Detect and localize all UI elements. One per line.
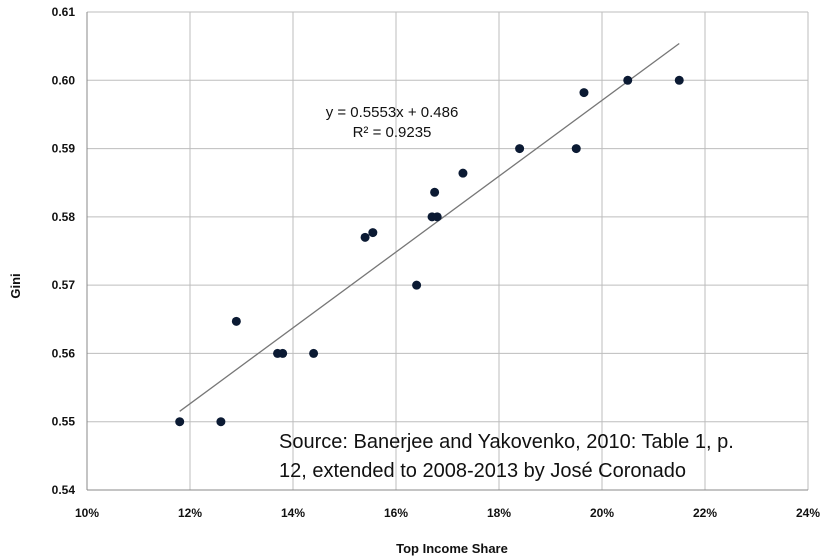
x-tick-label: 16% xyxy=(384,506,408,520)
y-tick-label: 0.58 xyxy=(52,210,76,224)
y-tick-label: 0.57 xyxy=(52,278,76,292)
axes xyxy=(86,12,808,491)
y-tick-label: 0.61 xyxy=(52,5,76,19)
grid-lines xyxy=(86,11,809,491)
scatter-point xyxy=(623,75,633,85)
x-tick-label: 14% xyxy=(281,506,305,520)
scatter-point xyxy=(579,88,589,98)
scatter-point xyxy=(571,144,581,154)
x-axis-title: Top Income Share xyxy=(396,541,508,556)
scatter-point xyxy=(368,228,378,238)
y-tick-label: 0.54 xyxy=(52,483,76,497)
scatter-point xyxy=(674,75,684,85)
scatter-point xyxy=(231,316,241,326)
source-note-line-1: Source: Banerjee and Yakovenko, 2010: Ta… xyxy=(279,431,734,453)
scatter-point xyxy=(432,212,442,222)
trendline-group xyxy=(179,42,680,412)
trendline-equation: y = 0.5553x + 0.486 xyxy=(326,104,459,121)
r-squared-label: R² = 0.9235 xyxy=(353,124,432,141)
x-tick-label: 20% xyxy=(590,506,614,520)
x-tick-label: 10% xyxy=(75,506,99,520)
scatter-point xyxy=(430,187,440,197)
scatter-point xyxy=(278,348,288,358)
linear-trendline xyxy=(179,42,680,412)
x-tick-label: 12% xyxy=(178,506,202,520)
y-tick-label: 0.55 xyxy=(52,415,76,429)
scatter-point xyxy=(309,348,319,358)
x-tick-label: 18% xyxy=(487,506,511,520)
x-tick-label: 22% xyxy=(693,506,717,520)
scatter-point xyxy=(175,417,185,427)
scatter-point xyxy=(216,417,226,427)
y-axis-title: Gini xyxy=(8,273,23,298)
source-note-line-2: 12, extended to 2008-2013 by José Corona… xyxy=(279,460,686,482)
scatter-point xyxy=(515,144,525,154)
y-tick-label: 0.56 xyxy=(52,346,76,360)
scatter-point xyxy=(360,232,370,242)
y-tick-label: 0.59 xyxy=(52,142,76,156)
tick-labels: 10% 12% 14% 16% 18% 20% 22% 24% 0.54 0.55 0.56 0.57… xyxy=(52,5,821,520)
y-tick-label: 0.60 xyxy=(52,73,76,87)
x-tick-label: 24% xyxy=(796,506,820,520)
scatter-point xyxy=(412,280,422,290)
scatter-point xyxy=(458,168,468,178)
data-points xyxy=(175,75,684,427)
